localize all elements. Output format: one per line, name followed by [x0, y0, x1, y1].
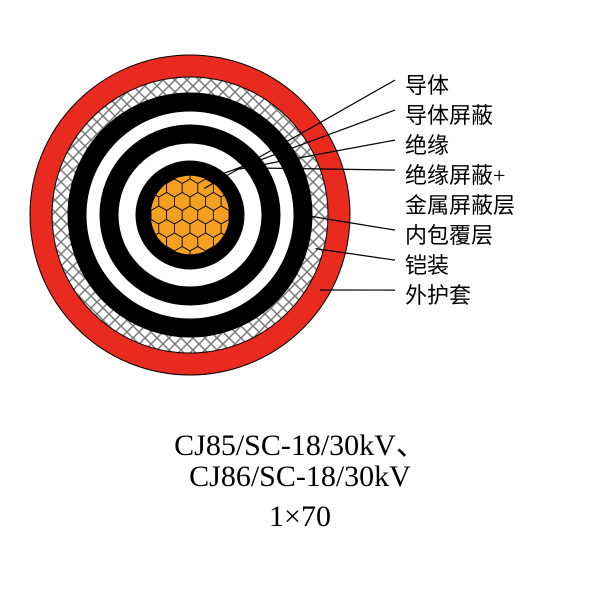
label-4: 金属屏蔽层 [405, 188, 515, 220]
caption-line-2: CJ86/SC-18/30kV [0, 460, 600, 494]
label-5: 内包覆层 [405, 218, 493, 250]
label-1: 导体屏蔽 [405, 98, 493, 130]
label-3: 绝缘屏蔽+ [405, 158, 505, 190]
label-0: 导体 [405, 68, 449, 100]
label-2: 绝缘 [405, 128, 449, 160]
caption-line-3: 1×70 [0, 500, 600, 534]
caption-line-1: CJ85/SC-18/30kV、 [0, 420, 600, 464]
cable-svg [25, 50, 355, 380]
cable-cross-section-diagram [25, 50, 355, 380]
label-6: 铠装 [405, 248, 449, 280]
label-7: 外护套 [405, 278, 471, 310]
